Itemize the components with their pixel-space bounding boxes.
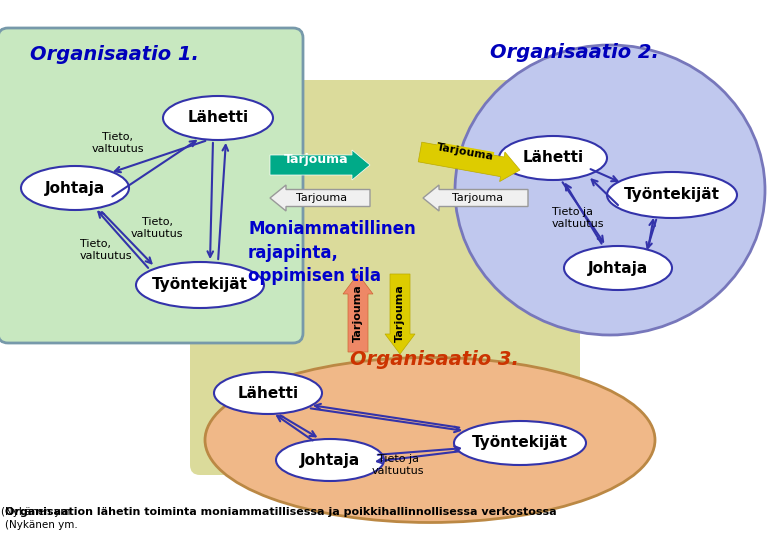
Text: Organisaatio 1.: Organisaatio 1. xyxy=(30,45,199,64)
Ellipse shape xyxy=(607,172,737,218)
Ellipse shape xyxy=(455,45,765,335)
Text: (Nykänen ym.: (Nykänen ym. xyxy=(1,507,74,517)
Text: Työntekijät: Työntekijät xyxy=(624,187,720,202)
Ellipse shape xyxy=(499,136,607,180)
Ellipse shape xyxy=(21,166,129,210)
Text: Tarjouma: Tarjouma xyxy=(284,153,349,166)
FancyArrow shape xyxy=(385,274,415,354)
Text: Johtaja: Johtaja xyxy=(45,180,105,195)
FancyArrow shape xyxy=(270,150,370,180)
Text: Johtaja: Johtaja xyxy=(588,260,648,275)
Text: Tieto,
valtuutus: Tieto, valtuutus xyxy=(131,217,183,239)
FancyArrow shape xyxy=(343,274,373,352)
Text: (Nykänen ym.: (Nykänen ym. xyxy=(5,520,78,530)
Text: Työntekijät: Työntekijät xyxy=(152,278,248,293)
Ellipse shape xyxy=(205,357,655,523)
Text: Tieto,
valtuutus: Tieto, valtuutus xyxy=(80,239,133,261)
Ellipse shape xyxy=(276,439,384,481)
Text: Lähetti: Lähetti xyxy=(237,386,299,401)
Text: Lähetti: Lähetti xyxy=(187,111,249,125)
Text: Lähetti: Lähetti xyxy=(523,151,583,165)
FancyArrow shape xyxy=(270,185,370,211)
Text: Moniammatillinen
rajapinta,
oppimisen tila: Moniammatillinen rajapinta, oppimisen ti… xyxy=(248,220,416,285)
Ellipse shape xyxy=(136,262,264,308)
Text: Tarjouma: Tarjouma xyxy=(395,284,405,342)
Text: Tarjouma: Tarjouma xyxy=(452,193,504,203)
Text: Johtaja: Johtaja xyxy=(300,453,360,468)
FancyArrow shape xyxy=(423,185,528,211)
Ellipse shape xyxy=(454,421,586,465)
Text: Tieto ja
valtuutus: Tieto ja valtuutus xyxy=(372,454,424,476)
Text: Organisaation lähetin toiminta moniammatillisessa ja poikkihallinnollisessa verk: Organisaation lähetin toiminta moniammat… xyxy=(5,507,557,517)
Text: Tieto ja
valtuutus: Tieto ja valtuutus xyxy=(552,207,604,229)
Text: Tarjouma: Tarjouma xyxy=(353,284,363,342)
Text: Tarjouma: Tarjouma xyxy=(296,193,348,203)
Text: Tieto,
valtuutus: Tieto, valtuutus xyxy=(92,132,144,154)
Text: Organisaatio 2.: Organisaatio 2. xyxy=(490,43,659,62)
Text: Tarjouma: Tarjouma xyxy=(436,142,495,162)
FancyBboxPatch shape xyxy=(0,28,303,343)
FancyBboxPatch shape xyxy=(190,80,580,475)
Ellipse shape xyxy=(214,372,322,414)
FancyArrow shape xyxy=(418,142,520,181)
Text: Organisaatio 3.: Organisaatio 3. xyxy=(350,350,519,369)
Text: Työntekijät: Työntekijät xyxy=(472,435,568,450)
Ellipse shape xyxy=(564,246,672,290)
Ellipse shape xyxy=(163,96,273,140)
